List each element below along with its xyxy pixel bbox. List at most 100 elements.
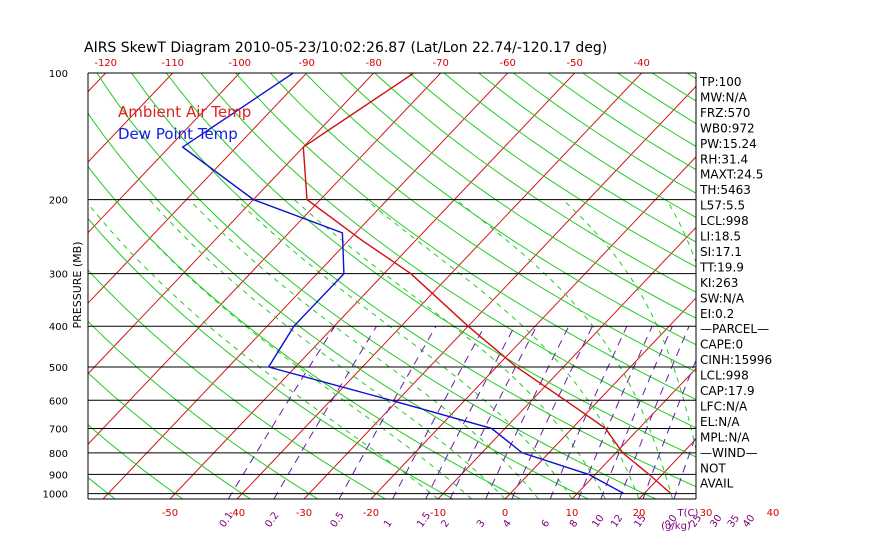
mixing-ratio-unit-label: (g/kg) [661, 521, 691, 532]
moist-adiabat [88, 202, 439, 499]
temp-tick-bottom: -40 [229, 508, 245, 519]
series-line [181, 73, 625, 495]
dry-adiabat [443, 73, 696, 243]
dry-adiabat [88, 372, 251, 499]
stability-index: MPL:N/A [700, 430, 750, 444]
mixing-ratio-line [549, 325, 628, 499]
mixing-ratio-label: 40 [741, 513, 757, 530]
mixing-ratio-label: 6 [540, 518, 553, 530]
pressure-tick-label: 400 [49, 322, 68, 333]
stability-index: —WIND— [700, 446, 758, 460]
temp-tick-bottom: -50 [162, 508, 178, 519]
mixing-ratio-label: 4 [501, 518, 514, 530]
isotherm [437, 226, 696, 499]
pressure-tick-label: 200 [49, 196, 68, 207]
axis-ticks: 0.1 0.2 0.5 1 1.5 2 3 4 6 8 10 12 15 20 25 30 3540100200… [43, 58, 780, 532]
mixing-ratio-line [642, 358, 696, 499]
dry-adiabat [88, 112, 589, 499]
stability-index: CAP:17.9 [700, 384, 755, 398]
isotherm [504, 297, 696, 499]
mixing-ratio-lines [227, 325, 696, 499]
isotherm [88, 73, 174, 163]
dry-adiabat [131, 73, 696, 488]
chart-title: AIRS SkewT Diagram 2010-05-23/10:02:26.8… [84, 40, 607, 56]
mixing-ratio-line [338, 325, 437, 499]
dry-adiabat [826, 73, 870, 499]
dry-adiabat [304, 73, 696, 346]
isotherm [0, 73, 39, 499]
mixing-ratio-line [449, 325, 538, 499]
pressure-tick-label: 300 [49, 270, 68, 281]
pressure-tick-label: 100 [49, 69, 68, 80]
dry-adiabat [88, 424, 183, 499]
stability-index: EI:0.2 [700, 307, 734, 321]
dry-adiabat [88, 320, 319, 499]
stability-index: CINH:15996 [700, 353, 772, 367]
dry-adiabat [756, 73, 870, 499]
dry-adiabat [408, 73, 696, 268]
stability-index: —PARCEL— [700, 322, 769, 336]
pressure-tick-label: 500 [49, 363, 68, 374]
mixing-ratio-line [673, 434, 696, 499]
dry-adiabat [513, 73, 696, 194]
dry-adiabat [165, 73, 696, 458]
temp-tick-top: -90 [299, 58, 315, 69]
stability-index: TT:19.9 [699, 260, 744, 274]
mixing-ratio-label: 0.2 [263, 510, 281, 529]
stability-index: LFC:N/A [700, 399, 748, 413]
mixing-ratio-line [392, 325, 486, 499]
legend-entry: Ambient Air Temp [118, 103, 251, 121]
dry-adiabat [374, 73, 696, 293]
mixing-ratio-line [425, 325, 516, 499]
temp-tick-top: -50 [567, 58, 583, 69]
temp-tick-bottom: 40 [767, 508, 780, 519]
temp-tick-top: -70 [433, 58, 449, 69]
dry-adiabat [235, 73, 696, 401]
moist-adiabat [562, 199, 696, 452]
moist-adiabat-lines [88, 199, 696, 499]
stability-index: WB0:972 [700, 121, 755, 135]
stability-index: LCL:998 [700, 369, 749, 383]
mixing-ratio-label: 3 [475, 518, 488, 530]
pressure-tick-label: 900 [49, 470, 68, 481]
plot-frame [87, 72, 697, 500]
stability-index: LI:18.5 [700, 230, 741, 244]
temp-tick-bottom: -30 [296, 508, 312, 519]
stability-index: CAPE:0 [700, 338, 743, 352]
mixing-ratio-label: 2 [439, 518, 452, 530]
stability-index: NOT [700, 461, 726, 475]
pressure-tick-label: 600 [49, 396, 68, 407]
dry-adiabat [339, 73, 696, 319]
temp-tick-top: -40 [634, 58, 650, 69]
legend: Ambient Air Temp Dew Point Temp [118, 103, 251, 143]
stability-index: SW:N/A [700, 291, 745, 305]
isotherm [840, 73, 870, 499]
stability-index: PW:15.24 [700, 137, 757, 151]
stability-index: MAXT:24.5 [700, 168, 763, 182]
y-axis-label: PRESSURE (MB) [71, 242, 84, 329]
isotherm [303, 85, 696, 499]
moist-adiabat [149, 199, 506, 499]
pressure-tick-label: 700 [49, 424, 68, 435]
temp-tick-bottom: 30 [700, 508, 713, 519]
temp-tick-top: -110 [161, 58, 184, 69]
stability-index: LCL:998 [700, 214, 749, 228]
temp-tick-bottom: 10 [566, 508, 579, 519]
temp-tick-top: -60 [500, 58, 516, 69]
isotherm [773, 73, 870, 499]
moist-adiabat [188, 199, 539, 499]
dry-adiabat [96, 73, 656, 499]
stability-index: RH:31.4 [700, 152, 748, 166]
sounding-series [181, 73, 672, 495]
mixing-ratio-label: 10 [590, 513, 606, 530]
stability-index: FRZ:570 [700, 106, 750, 120]
stability-index: L57:5.5 [700, 199, 745, 213]
isotherm [88, 73, 375, 375]
dry-adiabat [88, 269, 386, 499]
temp-tick-bottom: 0 [502, 508, 508, 519]
pressure-tick-label: 800 [49, 449, 68, 460]
mixing-ratio-label: 12 [609, 513, 625, 530]
moist-adiabat [114, 199, 472, 499]
moist-adiabat [293, 199, 606, 499]
